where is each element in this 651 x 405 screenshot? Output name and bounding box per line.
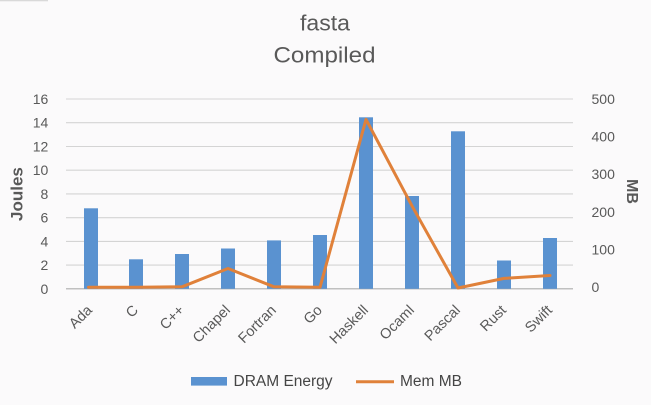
svg-text:Joules: Joules — [8, 167, 27, 221]
svg-text:DRAM Energy: DRAM Energy — [234, 373, 333, 390]
svg-text:14: 14 — [33, 115, 49, 131]
svg-text:10: 10 — [33, 162, 49, 178]
svg-text:2: 2 — [41, 257, 49, 273]
svg-text:0: 0 — [41, 281, 49, 297]
svg-text:16: 16 — [33, 91, 49, 107]
svg-text:6: 6 — [41, 210, 49, 226]
svg-text:100: 100 — [592, 241, 616, 257]
svg-text:300: 300 — [592, 166, 616, 182]
svg-text:400: 400 — [592, 129, 616, 145]
svg-text:12: 12 — [33, 139, 49, 155]
svg-text:8: 8 — [41, 186, 49, 202]
svg-text:Mem MB: Mem MB — [400, 373, 462, 390]
svg-text:MB: MB — [623, 179, 640, 204]
svg-text:4: 4 — [41, 233, 49, 249]
svg-text:fasta: fasta — [300, 11, 351, 36]
svg-text:0: 0 — [592, 279, 600, 295]
svg-text:500: 500 — [592, 91, 616, 107]
svg-text:Compiled: Compiled — [274, 43, 376, 68]
svg-text:200: 200 — [592, 204, 616, 220]
